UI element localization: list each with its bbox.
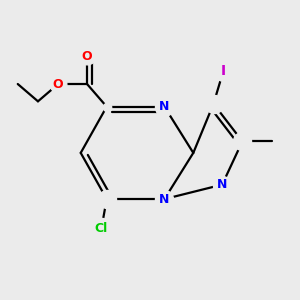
Text: N: N	[159, 100, 170, 113]
Text: O: O	[82, 50, 92, 63]
Text: I: I	[221, 64, 226, 78]
Text: O: O	[53, 77, 64, 91]
Text: N: N	[159, 193, 170, 206]
Text: Cl: Cl	[95, 222, 108, 235]
Text: N: N	[217, 178, 227, 191]
